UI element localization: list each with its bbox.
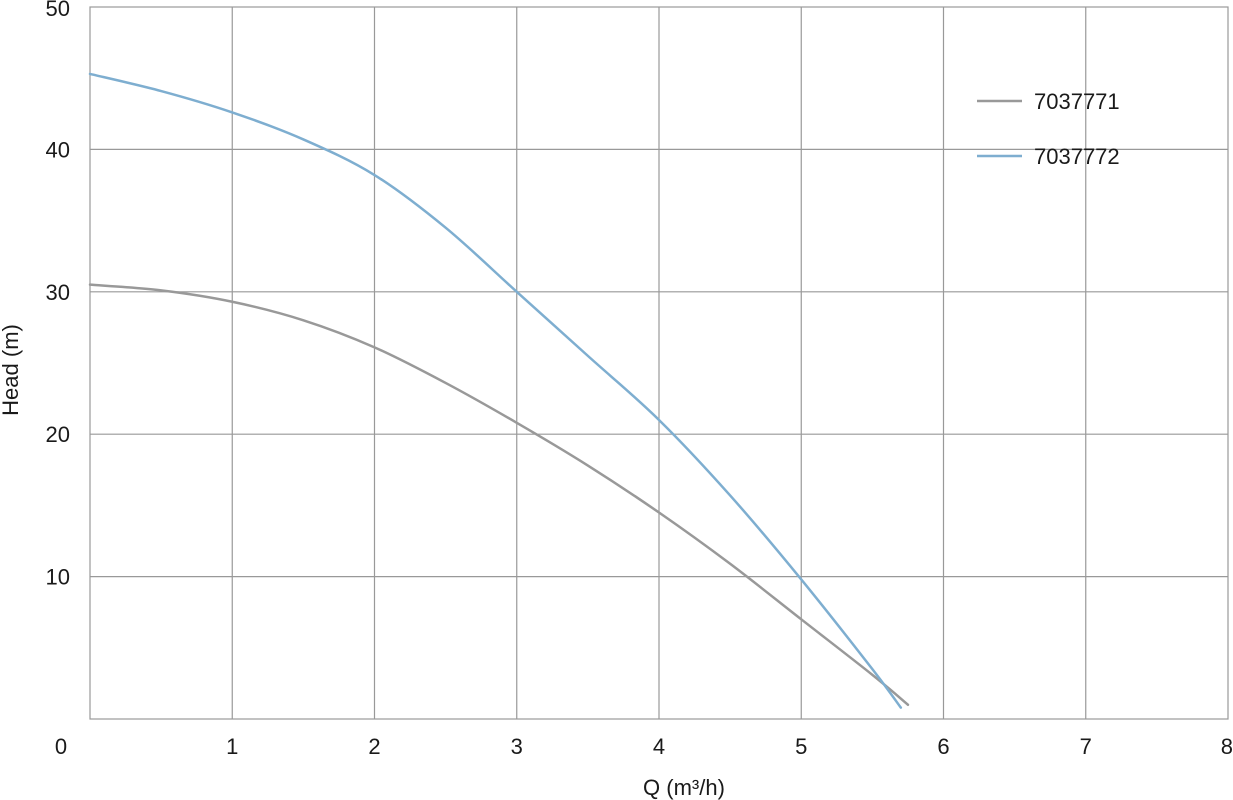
x-axis-title: Q (m³/h)	[643, 775, 725, 800]
legend-label: 7037771	[1034, 89, 1120, 114]
y-tick-label: 10	[46, 565, 70, 590]
y-axis-title: Head (m)	[0, 324, 23, 416]
series-line-7037772	[88, 72, 903, 709]
series-line-7037771	[88, 283, 910, 707]
x-tick-label: 1	[226, 734, 238, 759]
legend-label: 7037772	[1034, 144, 1120, 169]
y-tick-label: 30	[46, 280, 70, 305]
y-axis-tick-labels: 10 20 30 40 50	[46, 0, 70, 590]
x-tick-label: 5	[795, 734, 807, 759]
legend: 7037771 7037772	[977, 89, 1120, 169]
plot-area-frame	[89, 6, 1229, 720]
x-axis-tick-labels: 0 1 2 3 4 5 6 7 8	[55, 734, 1233, 759]
y-tick-label: 40	[46, 137, 70, 162]
x-tick-label: 3	[511, 734, 523, 759]
x-tick-label: 7	[1080, 734, 1092, 759]
x-tick-label: 4	[653, 734, 665, 759]
x-tick-label: 0	[55, 734, 67, 759]
y-tick-label: 20	[46, 422, 70, 447]
x-tick-label: 8	[1221, 734, 1233, 759]
x-tick-label: 2	[368, 734, 380, 759]
x-tick-label: 6	[937, 734, 949, 759]
y-tick-label: 50	[46, 0, 70, 21]
series-lines	[88, 72, 910, 709]
grid	[90, 7, 1228, 719]
